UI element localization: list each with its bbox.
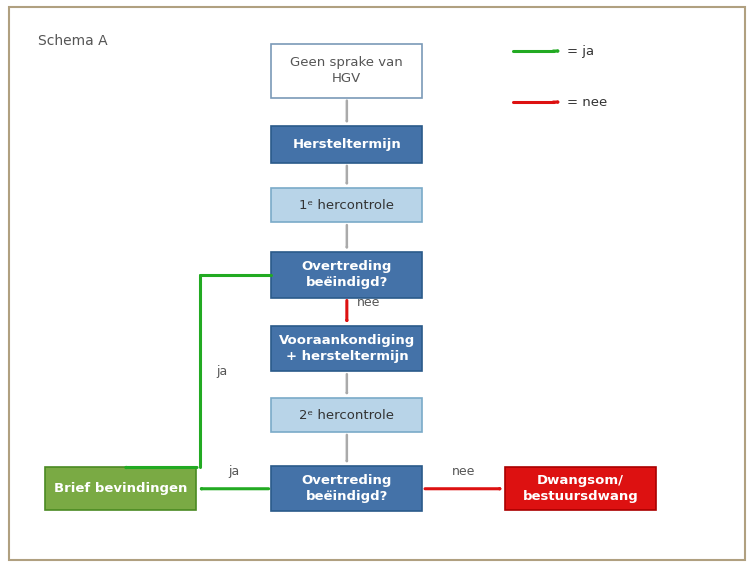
Text: nee: nee <box>452 464 476 477</box>
Text: Geen sprake van
HGV: Geen sprake van HGV <box>290 56 403 86</box>
Text: Vooraankondiging
+ hersteltermijn: Vooraankondiging + hersteltermijn <box>279 334 415 363</box>
Bar <box>45 467 196 510</box>
Text: ja: ja <box>228 464 239 477</box>
Bar <box>271 44 422 98</box>
Text: 2ᵉ hercontrole: 2ᵉ hercontrole <box>299 409 394 421</box>
Text: 1ᵉ hercontrole: 1ᵉ hercontrole <box>299 199 394 211</box>
Bar <box>271 398 422 432</box>
Text: Brief bevindingen: Brief bevindingen <box>54 483 187 495</box>
Text: = ja: = ja <box>567 45 594 57</box>
Bar <box>271 188 422 222</box>
Text: ja: ja <box>216 365 228 378</box>
Text: Overtreding
beëindigd?: Overtreding beëindigd? <box>302 260 392 290</box>
Text: Dwangsom/
bestuursdwang: Dwangsom/ bestuursdwang <box>523 474 639 503</box>
Bar <box>271 126 422 163</box>
Bar <box>271 252 422 298</box>
Text: Overtreding
beëindigd?: Overtreding beëindigd? <box>302 474 392 503</box>
Text: = nee: = nee <box>567 96 607 108</box>
Bar <box>271 326 422 371</box>
Text: Schema A: Schema A <box>38 34 107 48</box>
Bar <box>505 467 656 510</box>
Bar <box>271 466 422 511</box>
Text: Hersteltermijn: Hersteltermijn <box>293 138 401 151</box>
Text: nee: nee <box>357 296 380 309</box>
